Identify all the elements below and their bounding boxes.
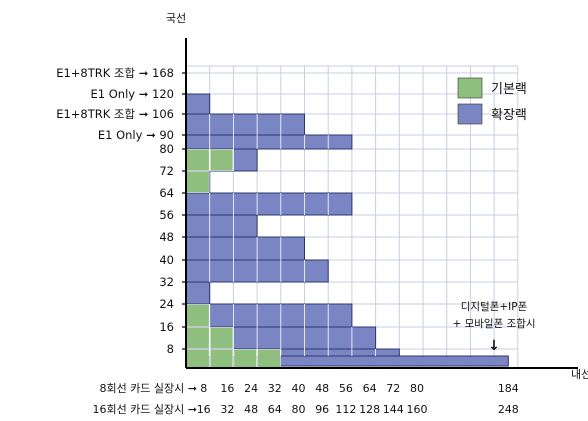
y-tick-label: 40: [159, 253, 174, 267]
annotation-arrow: ↓: [488, 338, 500, 354]
x-tick-label: 32: [220, 403, 234, 416]
y-tick-label: E1 Only ➞ 90: [98, 128, 174, 142]
x-tick-label: 248: [498, 403, 519, 416]
y-tick-label: 72: [159, 164, 174, 178]
x-tick-label: 128: [359, 403, 380, 416]
bar-segment: [185, 303, 353, 328]
y-tick-label: E1+8TRK 조합 ➞ 168: [56, 66, 174, 80]
bar-segment: [185, 134, 353, 150]
legend-label: 기본랙: [491, 82, 527, 97]
y-axis-title: 국선: [166, 12, 186, 25]
basic-rack-cell: [186, 349, 210, 368]
annotation-line-2: + 모바일폰 조합시: [452, 317, 535, 330]
basic-rack-cell: [233, 349, 257, 368]
basic-rack-cell: [209, 327, 234, 349]
x-row-prefix: 16회선 카드 실장시 ➞: [92, 403, 197, 416]
x-tick-label: 96: [315, 403, 329, 416]
x-tick-label: 24: [244, 382, 258, 395]
x-tick-label: 16: [220, 382, 234, 395]
basic-rack-cell: [186, 149, 210, 171]
x-row-prefix: 8회선 카드 실장시 ➞: [99, 382, 197, 395]
y-tick-label: 16: [159, 320, 174, 334]
basic-rack-cell: [186, 171, 210, 193]
x-tick-label: 16: [197, 403, 211, 416]
y-tick-label: 32: [159, 275, 174, 289]
x-tick-label: 80: [292, 403, 306, 416]
bar-segment: [185, 236, 305, 261]
x-tick-label: 48: [315, 382, 329, 395]
y-tick-label: 80: [159, 142, 174, 156]
bar-layer: [185, 93, 509, 368]
legend-swatch: [457, 103, 483, 125]
x-tick-label: 48: [244, 403, 258, 416]
x-tick-label: 64: [268, 403, 282, 416]
x-tick-label: 144: [383, 403, 404, 416]
axis-layer: [182, 38, 578, 369]
bar-segment: [185, 192, 353, 216]
x-tick-label: 40: [292, 382, 306, 395]
y-tick-label: 48: [159, 230, 174, 244]
y-tick-label: 56: [159, 208, 174, 222]
bar-segment: [185, 281, 211, 305]
legend-label: 확장랙: [491, 108, 527, 123]
bar-segment: [185, 113, 305, 136]
y-tick-label: 8: [167, 342, 174, 356]
x-tick-label: 64: [363, 382, 377, 395]
basic-rack-cell: [209, 349, 234, 368]
x-tick-label: 32: [268, 382, 282, 395]
basic-rack-cell: [257, 349, 281, 368]
x-tick-label: 184: [498, 382, 519, 395]
y-tick-label: E1+8TRK 조합 ➞ 106: [56, 107, 174, 121]
annotation-line-1: 디지털폰+IP폰: [461, 301, 528, 313]
x-tick-label: 8: [200, 382, 207, 395]
bar-segment: [185, 93, 211, 115]
y-tick-label: 64: [159, 186, 174, 200]
y-tick-label: E1 Only ➞ 120: [91, 87, 174, 101]
basic-rack-cell: [186, 304, 210, 327]
y-tick-label: 24: [159, 297, 174, 311]
basic-rack-cell: [209, 149, 234, 171]
x-tick-label: 80: [410, 382, 424, 395]
x-tick-label: 160: [407, 403, 428, 416]
bar-segment: [185, 214, 258, 238]
x-tick-label: 56: [339, 382, 353, 395]
basic-rack-cell: [186, 327, 210, 349]
legend-swatch: [457, 77, 483, 99]
x-axis-title: 내선: [571, 368, 588, 381]
x-tick-label: 112: [335, 403, 356, 416]
x-tick-label: 72: [386, 382, 400, 395]
